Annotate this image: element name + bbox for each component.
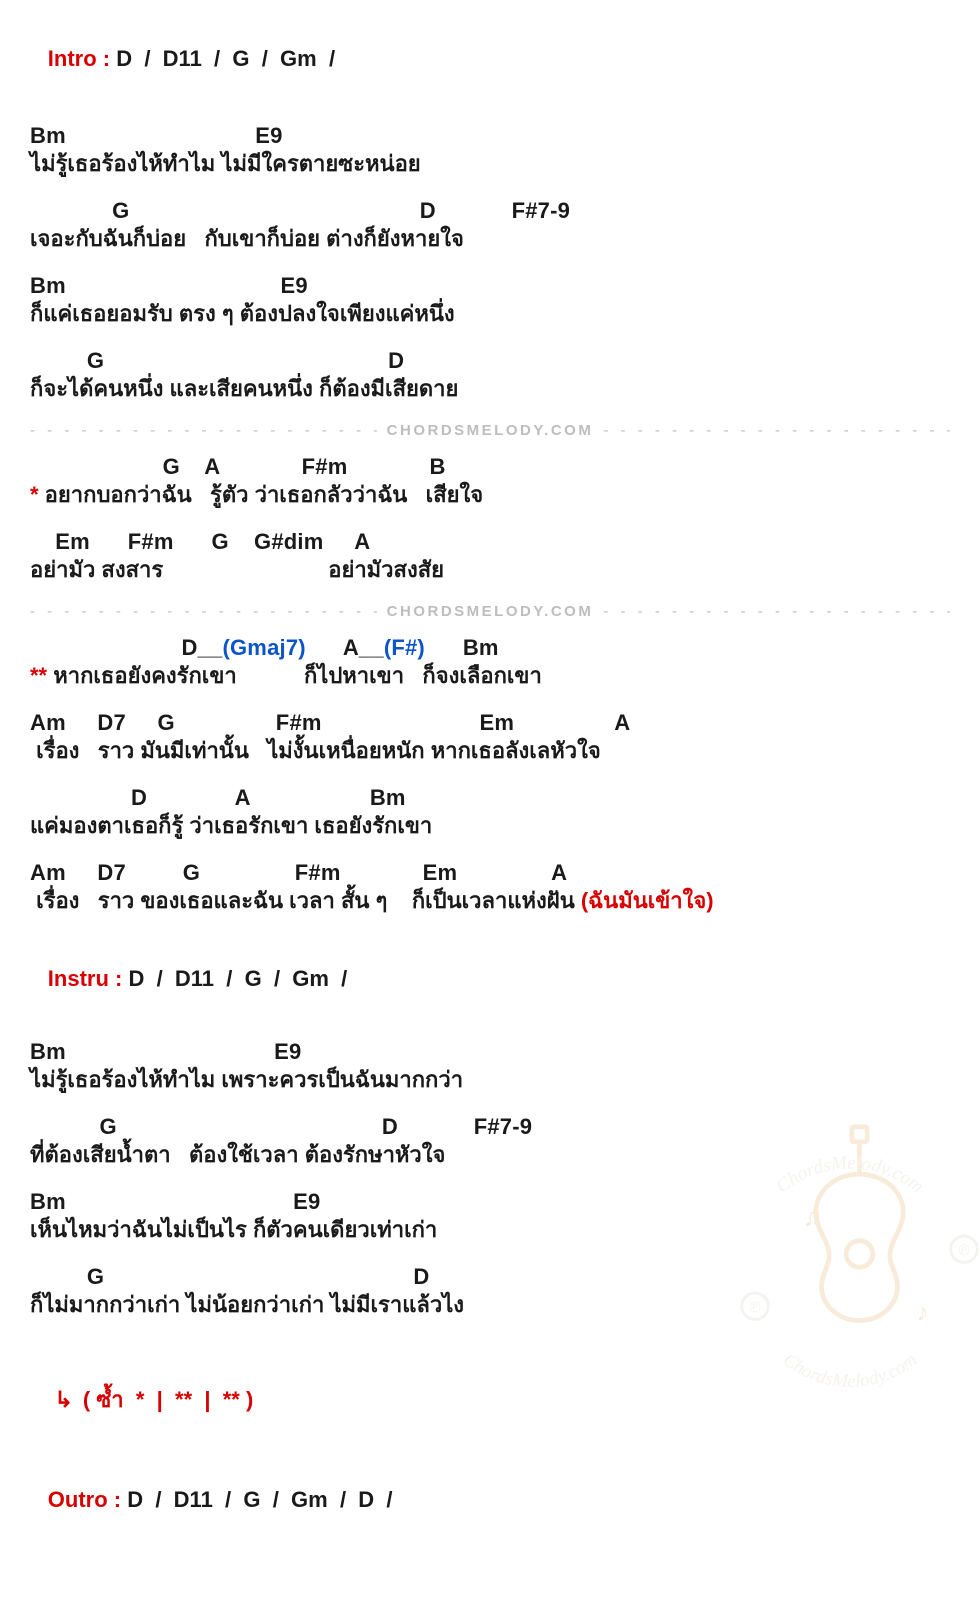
chorus-line1: D__(Gmaj7) A__(F#) Bm ** หากเธอยังคงรักเ… bbox=[30, 634, 950, 689]
prechorus-line1: G A F#m B * อยากบอกว่าฉัน รู้ตัว ว่าเธอก… bbox=[30, 453, 950, 508]
spacer bbox=[30, 1338, 950, 1352]
spacer bbox=[30, 112, 950, 122]
chord-sheet: Intro : D / D11 / G / Gm / Bm E9 ไม่รู้เ… bbox=[0, 0, 980, 1613]
chord-row: Am D7 G F#m Em A bbox=[30, 709, 950, 737]
divider: - - - - - - - - - - - - - - - - - - - - … bbox=[30, 422, 950, 439]
repeat-arrow-icon: ↳ bbox=[54, 1387, 72, 1413]
instru-line: Instru : D / D11 / G / Gm / bbox=[30, 948, 950, 1010]
divider-dashes-right: - - - - - - - - - - - - - - - - - - - - … bbox=[603, 603, 950, 620]
chorus-line2: Am D7 G F#m Em A เรื่อง ราว มันมีเท่านั้… bbox=[30, 709, 950, 764]
outro-line: Outro : D / D11 / G / Gm / D / bbox=[30, 1469, 950, 1531]
lyric-row: แค่มองตาเธอก็รู้ ว่าเธอรักเขา เธอยังรักเ… bbox=[30, 812, 950, 840]
symbol-icon: ℗ bbox=[958, 1242, 969, 1259]
prechorus-line2: Em F#m G G#dim A อย่ามัว สงสาร อย่ามัวสง… bbox=[30, 528, 950, 583]
lyric-row: ที่ต้องเสียน้ำตา ต้องใช้เวลา ต้องรักษาหั… bbox=[30, 1141, 950, 1169]
chord-alt: (Gmaj7) bbox=[222, 635, 305, 660]
divider: - - - - - - - - - - - - - - - - - - - - … bbox=[30, 603, 950, 620]
verse2-line1: Bm E9 ไม่รู้เธอร้องไห้ทำไม เพราะควรเป็นฉ… bbox=[30, 1038, 950, 1093]
chord-row: Em F#m G G#dim A bbox=[30, 528, 950, 556]
lyric-text: อยากบอกว่าฉัน รู้ตัว ว่าเธอกลัวว่าฉัน เส… bbox=[39, 482, 484, 507]
chord-row: Bm E9 bbox=[30, 1188, 950, 1216]
chord-alt: (F#) bbox=[384, 635, 425, 660]
lyric-text: เรื่อง ราว ของเธอและฉัน เวลา สั้น ๆ ก็เป… bbox=[30, 888, 581, 913]
repeat-line: ↳ ( ซ้ำ * | ** | ** ) bbox=[30, 1356, 950, 1443]
chorus-line3: D A Bm แค่มองตาเธอก็รู้ ว่าเธอรักเขา เธอ… bbox=[30, 784, 950, 839]
chord-row: G D F#7-9 bbox=[30, 1113, 950, 1141]
verse2-line2: G D F#7-9 ที่ต้องเสียน้ำตา ต้องใช้เวลา ต… bbox=[30, 1113, 950, 1168]
chord-seg: A__ bbox=[306, 635, 384, 660]
instru-label: Instru : bbox=[48, 966, 129, 991]
lyric-row: เห็นไหมว่าฉันไม่เป็นไร ก็ตัวคนเดียวเท่าเ… bbox=[30, 1216, 950, 1244]
divider-label: CHORDSMELODY.COM bbox=[387, 422, 594, 439]
lyric-row: ก็จะได้คนหนึ่ง และเสียคนหนึ่ง ก็ต้องมีเส… bbox=[30, 375, 950, 403]
chorus-line4: Am D7 G F#m Em A เรื่อง ราว ของเธอและฉัน… bbox=[30, 859, 950, 914]
lyric-row: ** หากเธอยังคงรักเขา ก็ไปหาเขา ก็จงเลือก… bbox=[30, 662, 950, 690]
instru-chords: D / D11 / G / Gm / bbox=[128, 966, 347, 991]
chord-row: D A Bm bbox=[30, 784, 950, 812]
verse2-line3: Bm E9 เห็นไหมว่าฉันไม่เป็นไร ก็ตัวคนเดีย… bbox=[30, 1188, 950, 1243]
intro-label: Intro : bbox=[48, 46, 116, 71]
chord-row: Am D7 G F#m Em A bbox=[30, 859, 950, 887]
chord-seg: D__ bbox=[30, 635, 222, 660]
intro-line: Intro : D / D11 / G / Gm / bbox=[30, 28, 950, 90]
lyric-row: เจอะกับฉันก็บ่อย กับเขาก็บ่อย ต่างก็ยังห… bbox=[30, 225, 950, 253]
chord-row: G D bbox=[30, 347, 950, 375]
verse2-line4: G D ก็ไม่มากกว่าเก่า ไม่น้อยกว่าเก่า ไม่… bbox=[30, 1263, 950, 1318]
chord-row: G D F#7-9 bbox=[30, 197, 950, 225]
intro-chords: D / D11 / G / Gm / bbox=[116, 46, 335, 71]
lyric-row: เรื่อง ราว มันมีเท่านั้น ไม่งั้นเหนื่อยห… bbox=[30, 737, 950, 765]
star-marker: * bbox=[30, 482, 39, 507]
verse1-line1: Bm E9 ไม่รู้เธอร้องไห้ทำไม ไม่มีใครตายซะ… bbox=[30, 122, 950, 177]
chord-row: G A F#m B bbox=[30, 453, 950, 481]
divider-dashes-left: - - - - - - - - - - - - - - - - - - - - … bbox=[30, 603, 377, 620]
chord-row: D__(Gmaj7) A__(F#) Bm bbox=[30, 634, 950, 662]
star-marker: ** bbox=[30, 663, 47, 688]
lyric-row: ก็ไม่มากกว่าเก่า ไม่น้อยกว่าเก่า ไม่มีเร… bbox=[30, 1291, 950, 1319]
divider-label: CHORDSMELODY.COM bbox=[387, 603, 594, 620]
outro-chords: D / D11 / G / Gm / D / bbox=[127, 1487, 392, 1512]
lyric-row: ก็แค่เธอยอมรับ ตรง ๆ ต้องปลงใจเพียงแค่หน… bbox=[30, 300, 950, 328]
lyric-row: เรื่อง ราว ของเธอและฉัน เวลา สั้น ๆ ก็เป… bbox=[30, 887, 950, 915]
divider-dashes-left: - - - - - - - - - - - - - - - - - - - - … bbox=[30, 422, 377, 439]
chord-row: Bm E9 bbox=[30, 122, 950, 150]
lyric-row: อย่ามัว สงสาร อย่ามัวสงสัย bbox=[30, 556, 950, 584]
chord-row: Bm E9 bbox=[30, 272, 950, 300]
chord-row: Bm E9 bbox=[30, 1038, 950, 1066]
outro-label: Outro : bbox=[48, 1487, 127, 1512]
verse1-line2: G D F#7-9 เจอะกับฉันก็บ่อย กับเขาก็บ่อย … bbox=[30, 197, 950, 252]
lyric-row: * อยากบอกว่าฉัน รู้ตัว ว่าเธอกลัวว่าฉัน … bbox=[30, 481, 950, 509]
verse1-line4: G D ก็จะได้คนหนึ่ง และเสียคนหนึ่ง ก็ต้อง… bbox=[30, 347, 950, 402]
verse1-line3: Bm E9 ก็แค่เธอยอมรับ ตรง ๆ ต้องปลงใจเพีย… bbox=[30, 272, 950, 327]
chord-seg: Bm bbox=[425, 635, 499, 660]
divider-dashes-right: - - - - - - - - - - - - - - - - - - - - … bbox=[603, 422, 950, 439]
lyric-row: ไม่รู้เธอร้องไห้ทำไม เพราะควรเป็นฉันมากก… bbox=[30, 1066, 950, 1094]
lyric-text: หากเธอยังคงรักเขา ก็ไปหาเขา ก็จงเลือกเขา bbox=[47, 663, 542, 688]
repeat-text: ( ซ้ำ * | ** | ** ) bbox=[83, 1387, 253, 1412]
spacer bbox=[30, 934, 950, 948]
lyric-row: ไม่รู้เธอร้องไห้ทำไม ไม่มีใครตายซะหน่อย bbox=[30, 150, 950, 178]
chord-row: G D bbox=[30, 1263, 950, 1291]
lyric-tail: (ฉันมันเข้าใจ) bbox=[581, 888, 714, 913]
